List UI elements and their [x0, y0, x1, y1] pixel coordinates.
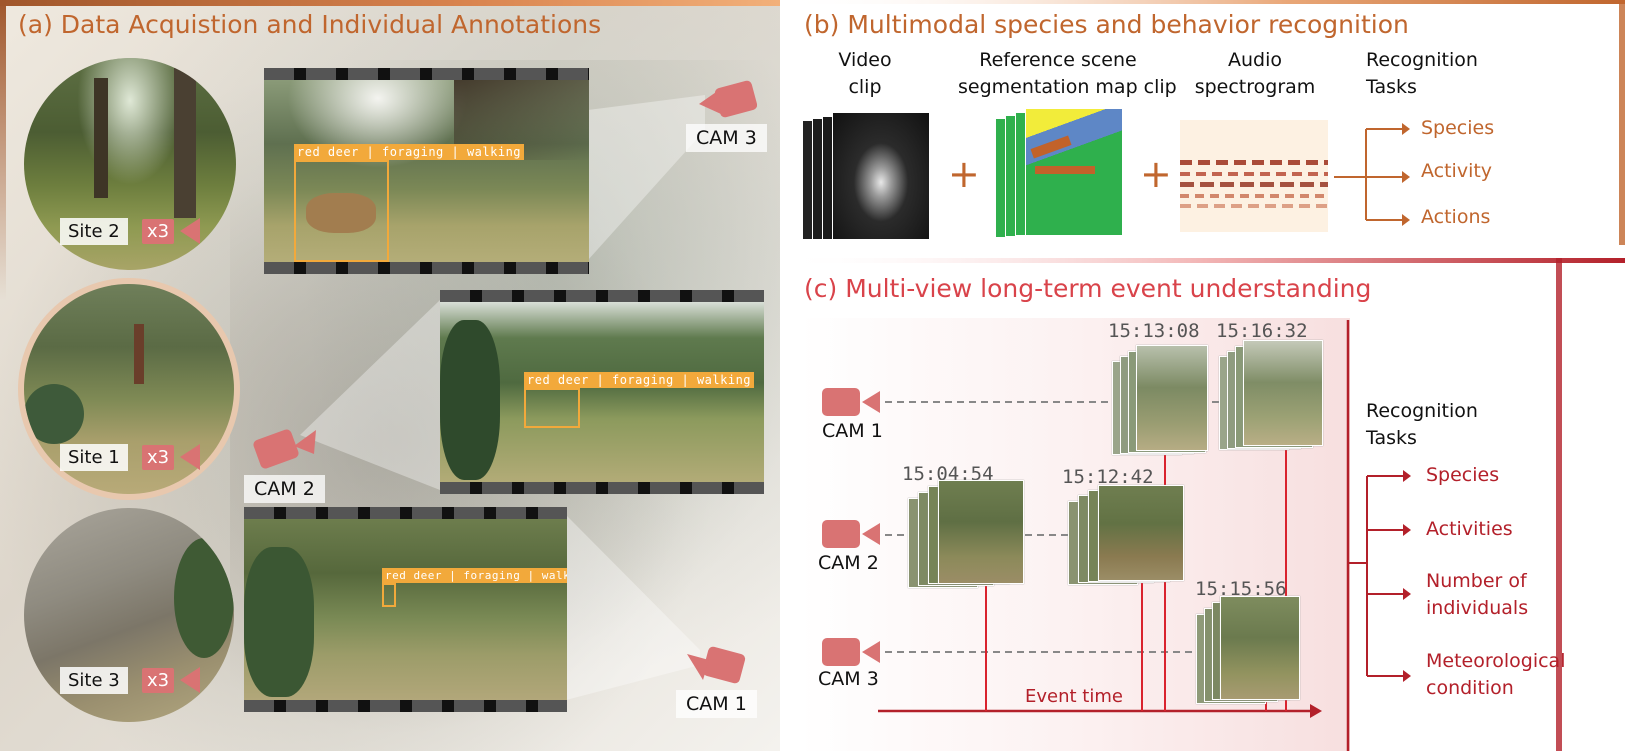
site-3-camera-count: x3 [142, 668, 175, 693]
site-2-camera-icon [180, 218, 200, 244]
site-2-photo [24, 58, 236, 270]
event-time-label: Event time [1025, 686, 1123, 707]
task-c-meteo-line1: Meteorological [1426, 650, 1566, 672]
recognition-tasks-b-line1: Recognition [1366, 49, 1478, 71]
panel-b-frame [780, 0, 1625, 245]
thumb-stack-cam2-a [908, 480, 1024, 588]
detection-box-3 [382, 583, 396, 607]
cam-2-icon-c [822, 520, 880, 548]
panel-a-top-edge [0, 0, 780, 6]
task-b-activity: Activity [1421, 160, 1493, 182]
detection-label-2: red deer | foraging | walking [524, 372, 755, 388]
site-1-camera-icon [180, 444, 200, 470]
recognition-tasks-c-line2: Tasks [1366, 427, 1417, 449]
site-1-ring [18, 278, 240, 500]
audio-label-line1: Audio [1227, 49, 1282, 71]
segmentation-map-stack [995, 108, 1125, 238]
cam-2-label-c: CAM 2 [818, 552, 879, 574]
cam-2-label: CAM 2 [244, 475, 325, 503]
cam-3-icon-c [822, 638, 880, 666]
panel-a-title: (a) Data Acquistion and Individual Annot… [18, 10, 602, 39]
task-c-meteo-line2: condition [1426, 677, 1514, 699]
cam-3-icon [699, 80, 757, 118]
site-1-label: Site 1 [60, 444, 128, 471]
cam-3-label: CAM 3 [686, 124, 767, 152]
task-b-species: Species [1421, 117, 1495, 139]
plus-sign-1: + [948, 152, 980, 196]
task-b-actions: Actions [1421, 206, 1491, 228]
cam-1-label: CAM 1 [676, 690, 757, 718]
segmentation-label-line2: segmentation map clip [958, 76, 1177, 98]
recognition-tasks-c-line1: Recognition [1366, 400, 1478, 422]
thumb-stack-cam1-a [1112, 345, 1208, 457]
recognition-tasks-b-line2: Tasks [1366, 76, 1417, 98]
cam-3-label-c: CAM 3 [818, 668, 879, 690]
video-clip-stack [802, 112, 930, 242]
thumb-stack-cam1-b [1219, 340, 1323, 452]
video-clip-label-line1: Video [838, 49, 892, 71]
site-3-camera-icon [180, 667, 200, 693]
timestamp-cam1-b: 15:16:32 [1216, 320, 1308, 342]
panel-c-frame [780, 258, 1625, 751]
cam-1-icon-c [822, 388, 880, 416]
panel-a: (a) Data Acquistion and Individual Annot… [0, 0, 780, 751]
segmentation-label-line1: Reference scene [979, 49, 1137, 71]
audio-spectrogram [1180, 120, 1328, 232]
site-3-label: Site 3 [60, 667, 128, 694]
panel-b-title: (b) Multimodal species and behavior reco… [804, 10, 1409, 39]
site-1-camera-count: x3 [142, 445, 175, 470]
audio-label-line2: spectrogram [1194, 76, 1316, 98]
film-strip-cam-1: red deer | foraging | walking [244, 507, 567, 712]
task-c-species: Species [1426, 464, 1500, 486]
panel-b-branch-arrows [1334, 123, 1410, 226]
timestamp-cam2-b: 15:12:42 [1062, 466, 1154, 488]
cam-1-icon [687, 646, 746, 684]
panel-c-branch-arrows [1348, 470, 1411, 682]
video-clip-label-line2: clip [848, 76, 882, 98]
timestamp-cam2-a: 15:04:54 [902, 463, 994, 485]
plus-sign-2: + [1140, 152, 1172, 196]
task-c-number-line1: Number of [1426, 570, 1527, 592]
detection-label-1: red deer | foraging | walking [294, 144, 525, 160]
task-c-activities: Activities [1426, 518, 1513, 540]
panel-a-left-edge [0, 0, 6, 300]
cam-1-label-c: CAM 1 [822, 420, 883, 442]
thumb-stack-cam2-b [1068, 485, 1184, 585]
camera-beams [300, 95, 705, 700]
film-strip-cam-2: red deer | foraging | walking [440, 290, 764, 494]
film-strip-cam-3: red deer | foraging | walking [264, 68, 589, 274]
timestamp-cam3: 15:15:56 [1195, 578, 1287, 600]
task-c-number-line2: individuals [1426, 597, 1529, 619]
timestamp-cam1-a: 15:13:08 [1108, 320, 1200, 342]
site-2-label: Site 2 [60, 218, 128, 245]
site-3-photo [24, 508, 234, 722]
detection-box-1 [294, 160, 389, 262]
thumb-stack-cam3 [1196, 596, 1300, 706]
detection-label-3: red deer | foraging | walking [382, 568, 567, 583]
site-2-camera-count: x3 [142, 219, 175, 244]
cam-2-icon [253, 429, 316, 469]
panel-c-title: (c) Multi-view long-term event understan… [804, 274, 1372, 303]
detection-box-2 [524, 388, 580, 428]
